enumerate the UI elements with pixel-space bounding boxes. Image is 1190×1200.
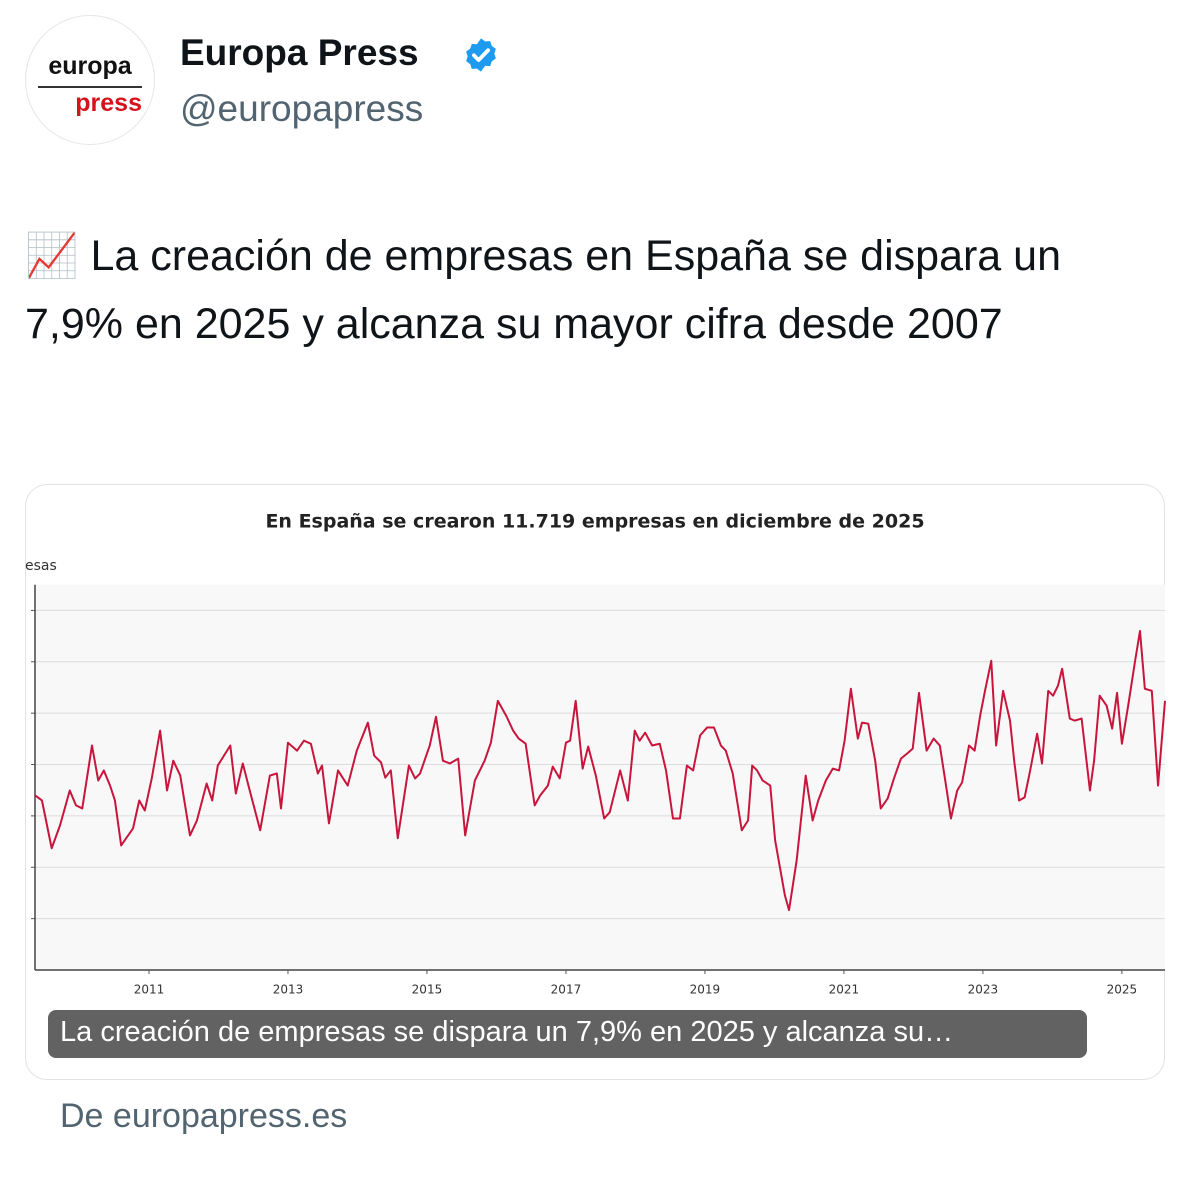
x-tick-label: 2023 (968, 983, 999, 997)
x-tick-label: 2019 (690, 983, 721, 997)
x-tick-label: 2017 (551, 983, 582, 997)
caption-background (48, 1010, 1087, 1058)
logo-text: europa (48, 52, 132, 80)
x-tick-label: 2015 (412, 983, 443, 997)
data-line (34, 629, 1166, 912)
card-source[interactable]: De europapress.es (60, 1097, 348, 1135)
handle[interactable]: @europapress (180, 88, 424, 129)
x-tick-label: 2025 (1107, 983, 1138, 997)
chart-title: En España se crearon 11.719 empresas en … (265, 511, 924, 533)
logo-text: press (75, 89, 142, 117)
plot-area (35, 584, 1165, 970)
avatar[interactable]: europa press (25, 15, 155, 145)
logo-rule (38, 86, 142, 88)
y-axis-label: esas (25, 558, 57, 574)
x-tick-label: 2013 (273, 983, 304, 997)
verified-badge (466, 38, 496, 72)
display-name[interactable]: Europa Press (180, 32, 419, 73)
tweet-text: 📈 La creación de empresas en España se d… (25, 232, 1061, 348)
x-tick-label: 2011 (134, 983, 165, 997)
card-caption[interactable]: La creación de empresas se dispara un 7,… (60, 1016, 954, 1048)
x-tick-label: 2021 (829, 983, 860, 997)
